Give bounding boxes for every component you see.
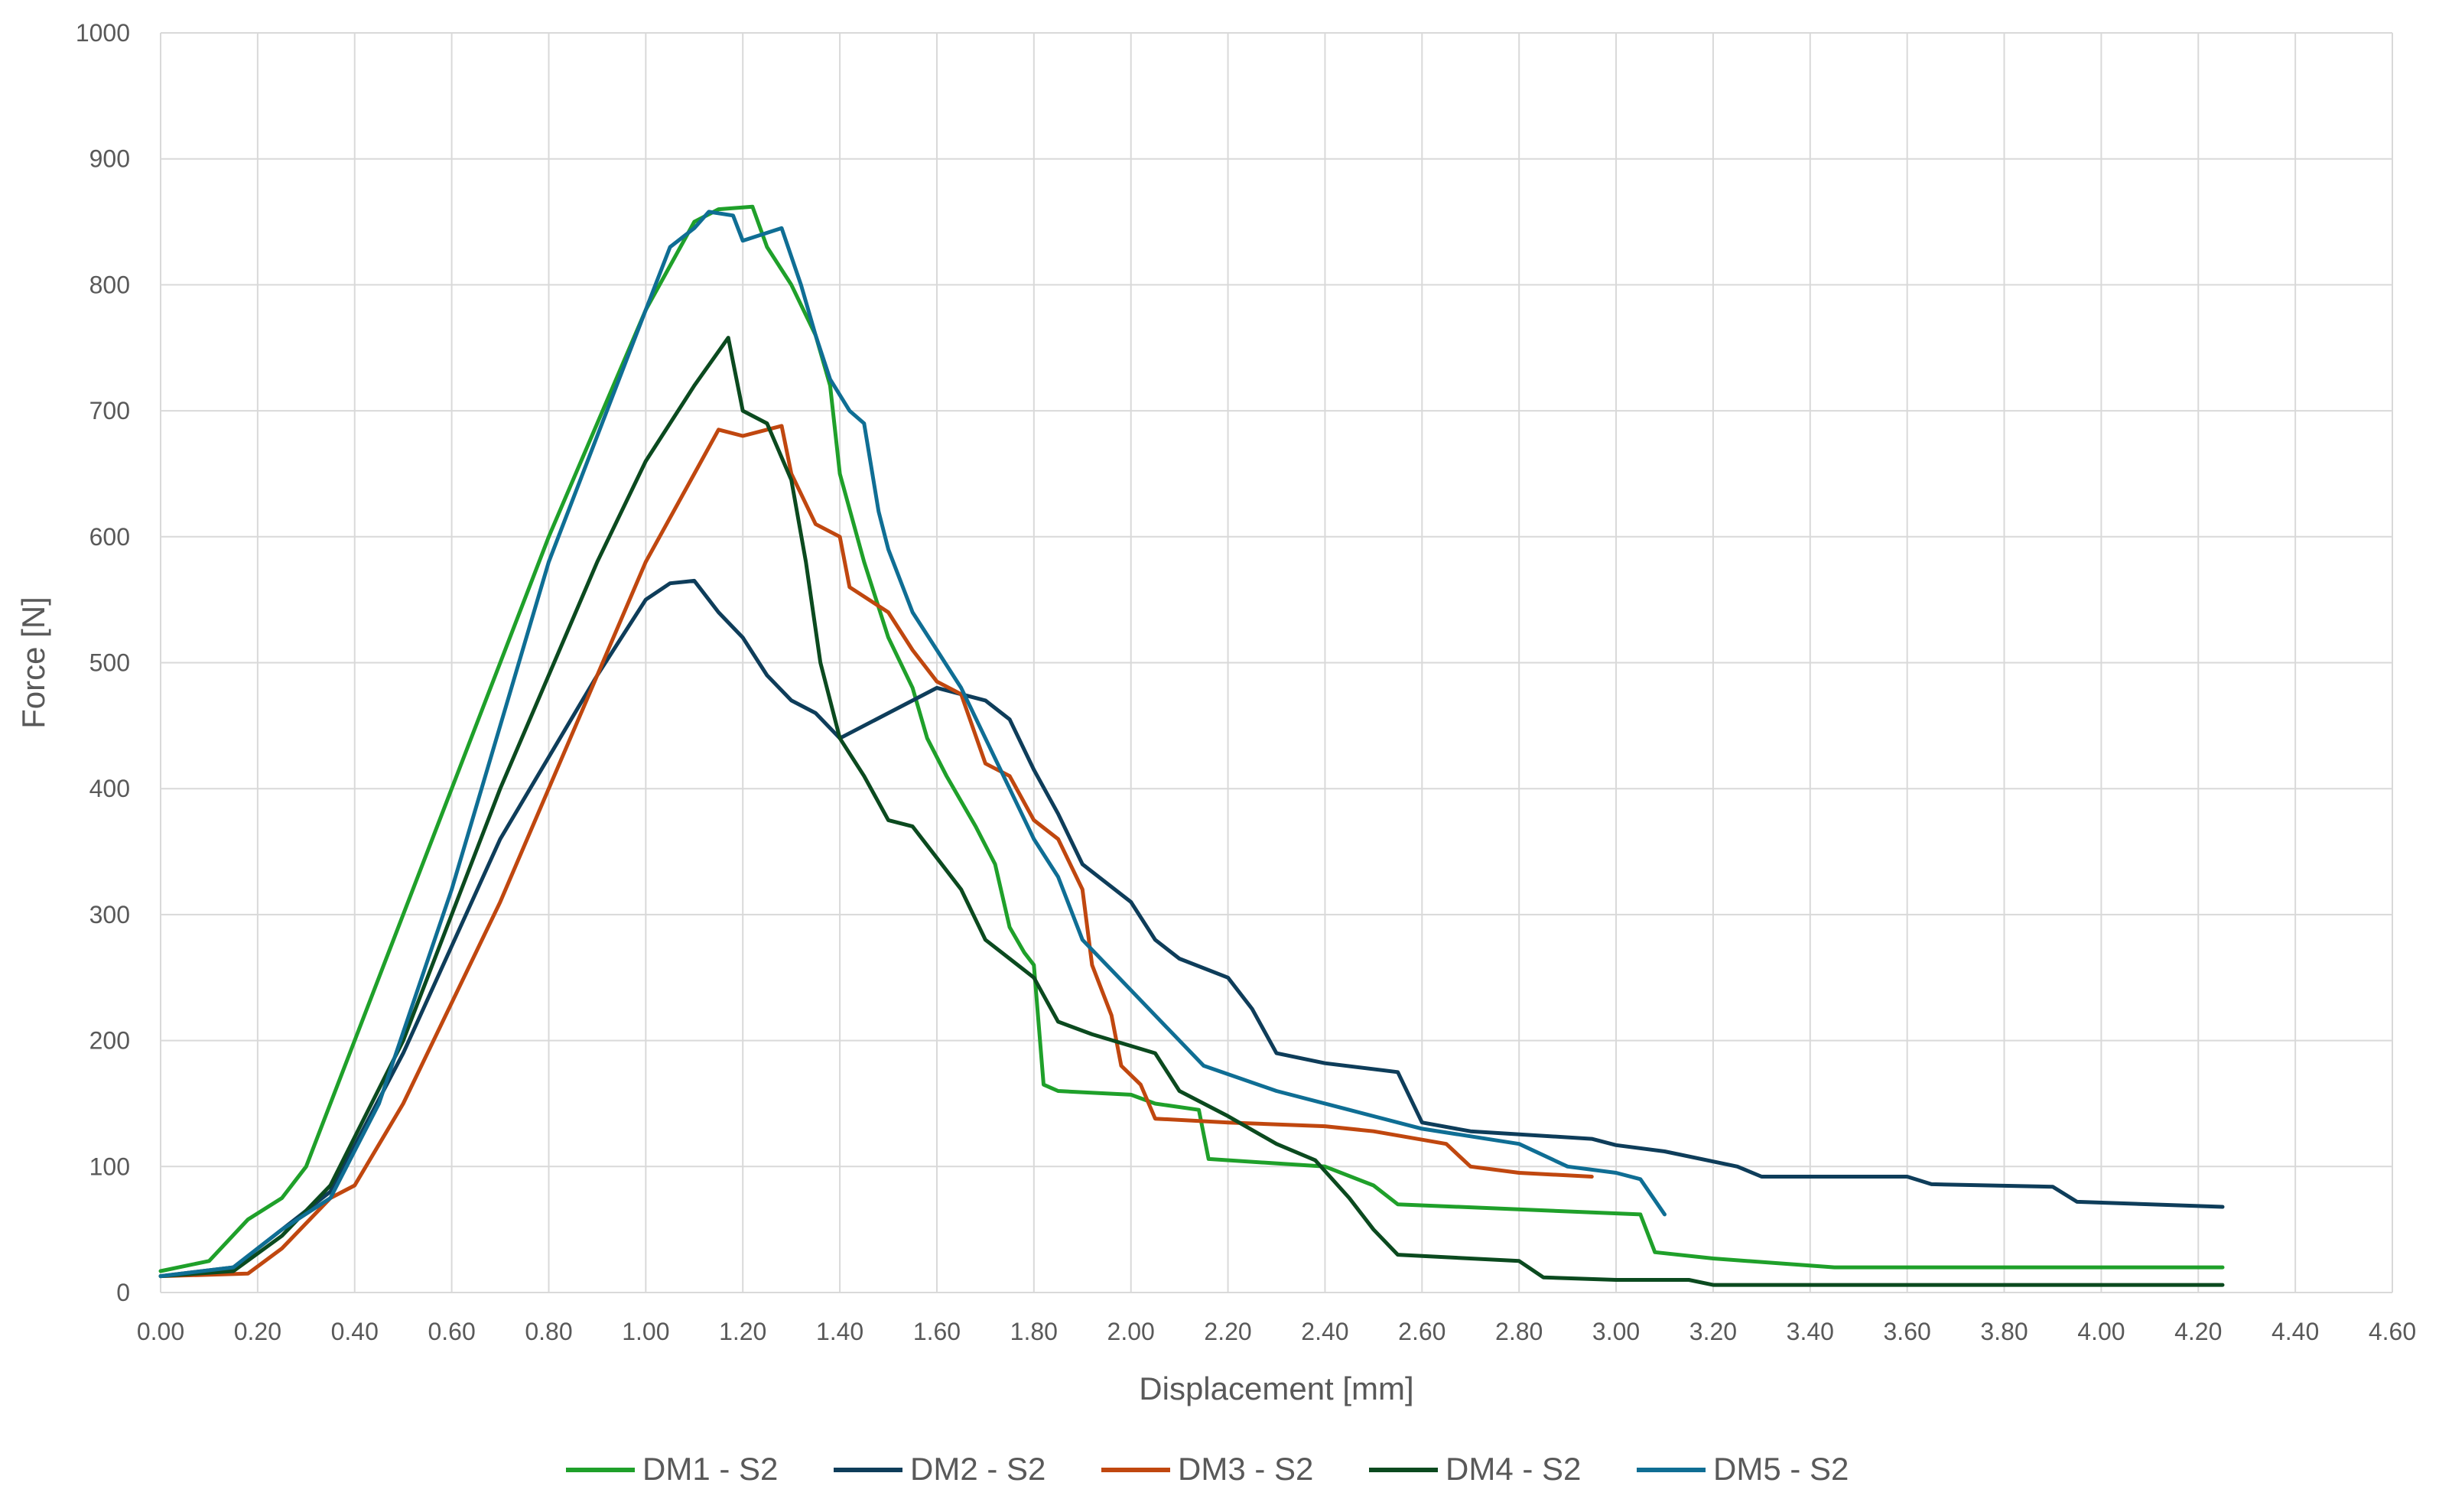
x-tick-label: 4.00 (2077, 1318, 2125, 1345)
x-tick-label: 3.20 (1689, 1318, 1737, 1345)
x-tick-label: 2.00 (1107, 1318, 1155, 1345)
x-tick-label: 0.40 (331, 1318, 379, 1345)
y-tick-label: 300 (89, 901, 130, 928)
y-tick-label: 600 (89, 523, 130, 551)
x-axis-title: Displacement [mm] (1139, 1371, 1413, 1406)
legend-label: DM5 - S2 (1713, 1451, 1849, 1487)
x-tick-label: 0.60 (428, 1318, 475, 1345)
x-tick-label: 1.80 (1010, 1318, 1058, 1345)
series-line-dm5-s2 (158, 210, 1667, 1279)
x-tick-label: 1.20 (719, 1318, 766, 1345)
legend-label: DM3 - S2 (1178, 1451, 1313, 1487)
gridlines (160, 32, 2393, 1293)
legend-label: DM2 - S2 (910, 1451, 1046, 1487)
y-tick-label: 500 (89, 649, 130, 677)
x-axis-ticks: 0.00 0.20 0.40 0.60 0.80 1.00 1.20 1.40 1.60 1.80… (137, 1318, 2416, 1345)
y-tick-label: 100 (89, 1153, 130, 1180)
x-tick-label: 3.80 (1980, 1318, 2028, 1345)
x-tick-label: 2.40 (1301, 1318, 1348, 1345)
legend-label: DM4 - S2 (1446, 1451, 1581, 1487)
x-tick-label: 2.60 (1398, 1318, 1446, 1345)
x-tick-label: 2.80 (1495, 1318, 1543, 1345)
y-tick-label: 400 (89, 775, 130, 802)
y-tick-label: 0 (116, 1279, 130, 1306)
y-axis-ticks: 0 100 200 300 400 500 600 700 800 900 1000 (76, 19, 130, 1306)
x-tick-label: 1.60 (913, 1318, 961, 1345)
x-tick-label: 0.00 (137, 1318, 184, 1345)
x-tick-label: 2.20 (1204, 1318, 1251, 1345)
x-tick-label: 3.00 (1592, 1318, 1640, 1345)
x-tick-label: 0.20 (234, 1318, 281, 1345)
x-tick-label: 4.40 (2272, 1318, 2319, 1345)
series-lines (158, 204, 2225, 1287)
y-tick-label: 1000 (76, 19, 130, 47)
x-tick-label: 4.60 (2369, 1318, 2416, 1345)
series-line-dm1-s2 (158, 204, 2225, 1273)
legend-label: DM1 - S2 (642, 1451, 778, 1487)
x-tick-label: 4.20 (2174, 1318, 2222, 1345)
legend: DM1 - S2 DM2 - S2 DM3 - S2 DM4 - S2 DM5 - S2 (566, 1451, 1849, 1487)
y-tick-label: 700 (89, 397, 130, 424)
series-line-dm2-s2 (158, 578, 2225, 1279)
series-line-dm3-s2 (158, 424, 1594, 1279)
y-axis-title: Force [N] (15, 597, 51, 729)
x-tick-label: 3.60 (1884, 1318, 1931, 1345)
x-tick-label: 0.80 (525, 1318, 572, 1345)
y-tick-label: 800 (89, 271, 130, 298)
x-tick-label: 3.40 (1787, 1318, 1834, 1345)
series-line-dm4-s2 (158, 336, 2225, 1287)
y-tick-label: 200 (89, 1027, 130, 1055)
x-tick-label: 1.40 (816, 1318, 863, 1345)
y-tick-label: 900 (89, 145, 130, 173)
x-tick-label: 1.00 (622, 1318, 669, 1345)
